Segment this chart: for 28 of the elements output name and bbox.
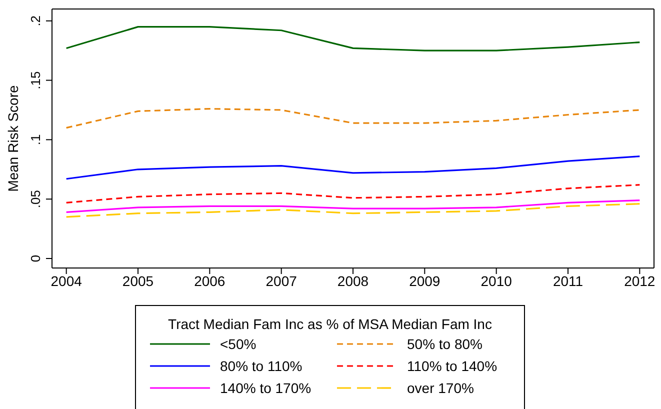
legend-label: 50% to 80% (407, 336, 482, 352)
legend-title: Tract Median Fam Inc as % of MSA Median Fam Inc (167, 316, 493, 332)
x-tick-label: 2012 (624, 272, 656, 289)
line-series (66, 199, 640, 213)
y-tick-label: .1 (28, 134, 43, 146)
x-tick-label: 2007 (266, 272, 298, 289)
x-tick-label: 2006 (194, 272, 226, 289)
y-tick-label: .2 (28, 15, 43, 26)
legend-label: 110% to 140% (407, 358, 498, 374)
y-axis-title: Mean Risk Score (4, 84, 21, 192)
x-tick-label: 2009 (409, 272, 440, 289)
legend-label: <50% (220, 336, 256, 352)
line-series (66, 184, 640, 204)
x-tick-label: 2010 (480, 272, 512, 289)
line-series (66, 203, 640, 218)
y-tick-label: .05 (28, 190, 43, 208)
x-tick-label: 2011 (552, 272, 584, 289)
x-tick-label: 2005 (122, 272, 154, 289)
x-tick-label: 2004 (50, 272, 82, 289)
line-series (66, 26, 640, 52)
legend-label: 140% to 170% (220, 380, 312, 396)
line-series (66, 108, 640, 129)
legend-label: over 170% (407, 380, 474, 396)
y-tick-label: .15 (28, 71, 43, 90)
x-tick-label: 2008 (337, 272, 369, 289)
line-series (66, 156, 640, 180)
y-tick-label: 0 (28, 254, 43, 262)
legend-label: 80% to 110% (220, 358, 302, 374)
